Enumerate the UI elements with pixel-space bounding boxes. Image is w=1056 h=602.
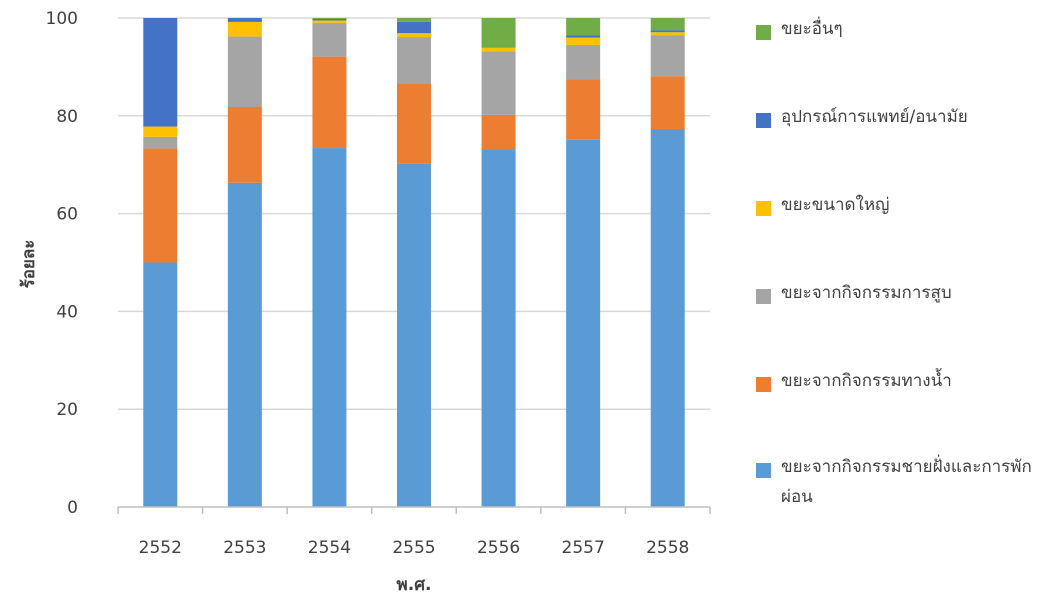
bar-segment [397, 163, 431, 507]
legend-label: ขยะจากกิจกรรมการสูบ [781, 283, 952, 303]
bar-segment [312, 56, 347, 149]
bar-segment [227, 36, 262, 107]
legend-swatch [756, 463, 771, 478]
bar-segment [312, 20, 347, 23]
bars [143, 18, 685, 508]
axes [117, 506, 711, 514]
bar-segment [566, 18, 601, 36]
bar-segment [650, 129, 685, 508]
bar-segment [227, 106, 262, 183]
bar-segment [566, 37, 601, 45]
x-tick-label: 2553 [223, 538, 266, 558]
bar-segment [481, 149, 516, 507]
legend-swatch [756, 113, 771, 128]
bar-segment [650, 76, 685, 130]
bar-segment [227, 18, 262, 22]
bar-segment [143, 136, 178, 149]
bar-segment [312, 22, 347, 57]
legend-item: ขยะจากกิจกรรมทางน้ำ [756, 371, 1041, 396]
bar-segment [143, 126, 178, 137]
bar-segment [312, 18, 347, 19]
bar-segment [566, 139, 601, 508]
bar-segment [566, 44, 601, 80]
bar-segment [397, 84, 431, 164]
bar-segment [481, 18, 516, 48]
x-tick-label: 2556 [477, 538, 520, 558]
bar-segment [397, 37, 431, 85]
x-tick-label: 2552 [139, 538, 182, 558]
y-axis-title: ร้อยละ [19, 240, 39, 289]
y-tick-label: 60 [56, 205, 78, 225]
legend-item: ขยะจากกิจกรรมชายฝั่งและการพักผ่อน [756, 457, 1041, 512]
legend-item: ขยะอื่นๆ [756, 19, 1041, 44]
bar-segment [650, 35, 685, 77]
bar-segment [312, 148, 347, 507]
legend-label: ขยะจากกิจกรรมทางน้ำ [781, 371, 952, 391]
bar-segment [397, 21, 431, 34]
y-tick-label: 40 [56, 302, 78, 322]
y-tick-label: 20 [56, 400, 78, 420]
legend-item: ขยะจากกิจกรรมการสูบ [756, 283, 1041, 308]
legend-label: อุปกรณ์การแพทย์/อนามัย [781, 107, 968, 127]
legend-swatch [756, 377, 771, 392]
bar-segment [143, 18, 178, 127]
y-tick-label: 0 [67, 498, 78, 518]
legend-label: ขยะอื่นๆ [781, 19, 843, 39]
y-tick-label: 100 [46, 9, 78, 29]
bar-segment [650, 32, 685, 36]
bar-segment [312, 18, 347, 21]
bar-segment [650, 30, 685, 33]
x-tick-labels: 2552 2553 2554 2555 2556 2557 2558 [139, 538, 690, 558]
bar-segment [143, 148, 178, 263]
legend-swatch [756, 201, 771, 216]
bar-segment [227, 21, 262, 37]
bar-segment [481, 47, 516, 52]
y-tick-label: 80 [56, 107, 78, 127]
legend-label: ขยะจากกิจกรรมชายฝั่งและการพักผ่อน [781, 457, 1032, 507]
bar-segment [397, 33, 431, 38]
bar-segment [566, 79, 601, 140]
x-tick-label: 2554 [308, 538, 351, 558]
x-tick-label: 2555 [392, 538, 435, 558]
y-tick-labels: 0 20 40 60 80 100 [46, 9, 78, 518]
legend-item: อุปกรณ์การแพทย์/อนามัย [756, 107, 1041, 132]
bar-segment [227, 182, 262, 507]
x-tick-label: 2557 [562, 538, 605, 558]
bar-segment [566, 35, 601, 38]
bar-segment [650, 18, 685, 31]
legend-label: ขยะขนาดใหญ่ [781, 195, 890, 215]
x-axis-title: พ.ศ. [397, 575, 432, 595]
legend-swatch [756, 25, 771, 40]
bar-segment [397, 18, 431, 22]
legend-item: ขยะขนาดใหญ่ [756, 195, 1041, 220]
bar-segment [481, 114, 516, 150]
bar-segment [143, 262, 178, 507]
x-tick-label: 2558 [646, 538, 689, 558]
legend-swatch [756, 289, 771, 304]
bar-segment [481, 51, 516, 115]
